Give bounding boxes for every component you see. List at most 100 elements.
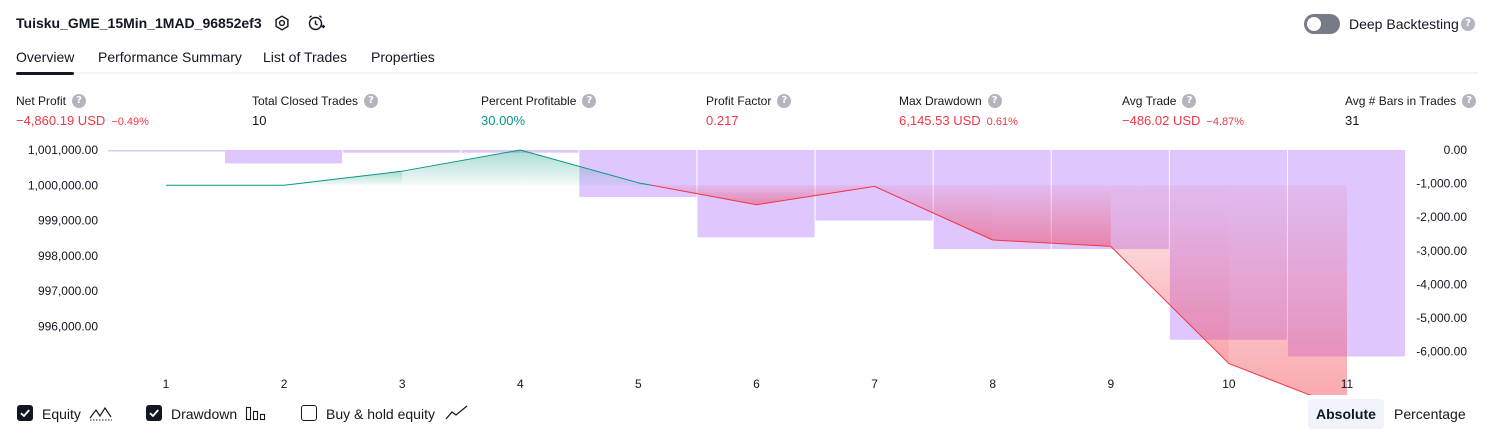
add-alert-icon[interactable] (305, 12, 327, 34)
checkmark-icon (20, 409, 30, 418)
x-axis-tick-label: 9 (1107, 377, 1114, 391)
drawdown-bar[interactable] (815, 150, 933, 221)
equity-line-segment (1228, 363, 1312, 395)
tabs-divider (16, 72, 1478, 74)
strategy-title: Tuisku_GME_15Min_1MAD_96852ef3 (16, 15, 262, 31)
active-tab-indicator (16, 72, 74, 75)
tab-bar: Overview Performance Summary List of Tra… (0, 46, 1494, 76)
metric-percent: −0.49% (111, 116, 149, 128)
right-axis-tick-label: -1,000.00 (1416, 177, 1467, 191)
equity-loss-area (1228, 185, 1347, 395)
metric-profit-factor: Profit Factor? 0.217 (706, 94, 792, 128)
x-axis-tick-label: 8 (989, 377, 996, 391)
equity-area-part (651, 185, 757, 205)
x-axis-tick-label: 11 (1341, 377, 1354, 391)
metric-net-profit: Net Profit? −4,860.19 USD −0.49% (16, 94, 149, 128)
x-axis-tick-label: 3 (399, 377, 406, 391)
metric-percent-profitable: Percent Profitable? 30.00% (481, 94, 597, 128)
metric-value: 31 (1345, 113, 1360, 128)
help-icon[interactable]: ? (1462, 94, 1477, 108)
left-axis-tick-label: 998,000.00 (38, 249, 98, 263)
equity-drawdown-chart[interactable]: 1,001,000.00 1,000,000.00 999,000.00 998,00… (0, 135, 1494, 395)
drawdown-bar[interactable] (343, 150, 461, 153)
equity-line-segment (874, 185, 993, 241)
equity-line-segment (651, 184, 757, 206)
metric-label: Avg # Bars in Trades (1345, 94, 1457, 108)
tab-properties[interactable]: Properties (371, 49, 435, 65)
metric-label: Total Closed Trades (252, 94, 359, 108)
equity-line-segment (756, 185, 875, 206)
percentage-toggle-button[interactable]: Percentage (1394, 406, 1466, 422)
metric-label: Percent Profitable (481, 94, 577, 108)
left-axis-tick-label: 1,000,000.00 (28, 178, 98, 192)
tab-overview[interactable]: Overview (16, 49, 75, 65)
equity-gain-area (520, 150, 639, 186)
help-icon[interactable]: ? (987, 94, 1002, 108)
help-icon[interactable]: ? (777, 94, 792, 108)
equity-line-segment (284, 170, 403, 186)
metric-avg-bars-in-trades: Avg # Bars in Trades? 31 (1345, 94, 1477, 128)
metric-label: Profit Factor (706, 94, 772, 108)
equity-loss-area (1110, 185, 1229, 364)
tab-performance-summary[interactable]: Performance Summary (98, 49, 242, 65)
metric-value: 0.217 (706, 113, 739, 128)
right-axis-tick-label: 0.00 (1444, 143, 1468, 157)
equity-fill (284, 150, 1347, 395)
equity-line-segment (520, 149, 639, 184)
metric-value: −4,860.19 USD (16, 113, 106, 128)
equity-line (166, 149, 1312, 395)
equity-loss-area (992, 185, 1111, 247)
right-axis-tick-label: -5,000.00 (1416, 311, 1467, 325)
metric-label: Avg Trade (1122, 94, 1177, 108)
x-axis-tick-label: 7 (871, 377, 878, 391)
equity-checkbox[interactable] (17, 405, 33, 421)
gear-icon[interactable] (271, 12, 293, 34)
equity-line-segment (402, 149, 521, 172)
metric-value: 6,145.53 USD (899, 113, 981, 128)
left-axis-tick-label: 996,000.00 (38, 320, 98, 334)
metric-percent: 0.61% (986, 116, 1018, 128)
x-axis-tick-label: 5 (635, 377, 642, 391)
metric-value: 30.00% (481, 113, 526, 128)
metric-max-drawdown: Max Drawdown? 6,145.53 USD 0.61% (899, 94, 1018, 128)
left-axis-tick-label: 997,000.00 (38, 284, 98, 298)
x-axis-tick-label: 10 (1222, 377, 1236, 391)
equity-line-segment (992, 239, 1111, 247)
drawdown-bar[interactable] (108, 150, 226, 152)
x-axis-tick-label: 2 (281, 377, 288, 391)
metric-percent: −4.87% (1206, 116, 1245, 128)
deep-backtesting-label: Deep Backtesting (1349, 16, 1459, 32)
drawdown-legend-icon (245, 406, 266, 421)
left-axis: 1,001,000.00 1,000,000.00 999,000.00 998,00… (28, 143, 98, 334)
x-axis: 1 2 3 4 5 6 7 8 9 10 11 (163, 377, 1354, 391)
chart-footer: Equity Drawdown Buy & hold equity Absolu… (0, 398, 1494, 430)
equity-label[interactable]: Equity (42, 406, 81, 422)
equity-line-segment (1110, 246, 1230, 364)
tab-list-of-trades[interactable]: List of Trades (263, 49, 348, 65)
help-icon[interactable]: ? (1461, 17, 1475, 31)
strategy-header: Tuisku_GME_15Min_1MAD_96852ef3 Deep Back… (0, 0, 1494, 48)
help-icon[interactable]: ? (1182, 94, 1197, 108)
equity-legend-icon (89, 406, 112, 421)
right-axis: 0.00 -1,000.00 -2,000.00 -3,000.00 -4,000.00… (1416, 143, 1467, 359)
metric-value: 10 (252, 113, 267, 128)
metric-avg-trade: Avg Trade? −486.02 USD −4.87% (1122, 94, 1244, 128)
absolute-toggle-button[interactable]: Absolute (1308, 399, 1384, 429)
right-axis-tick-label: -4,000.00 (1416, 277, 1467, 291)
metric-value: −486.02 USD (1122, 113, 1201, 128)
toggle-knob (1307, 17, 1321, 31)
deep-backtesting-toggle[interactable] (1304, 14, 1340, 34)
left-axis-tick-label: 1,001,000.00 (28, 143, 98, 157)
drawdown-bar[interactable] (225, 150, 343, 164)
drawdown-label[interactable]: Drawdown (171, 406, 238, 422)
help-icon[interactable]: ? (72, 94, 87, 108)
help-icon[interactable]: ? (582, 94, 597, 108)
buy-hold-label[interactable]: Buy & hold equity (326, 406, 435, 422)
buy-hold-checkbox[interactable] (301, 405, 317, 421)
x-axis-tick-label: 6 (753, 377, 760, 391)
left-axis-tick-label: 999,000.00 (38, 214, 98, 228)
right-axis-tick-label: -3,000.00 (1416, 244, 1467, 258)
equity-gain-area (402, 150, 521, 186)
help-icon[interactable]: ? (364, 94, 379, 108)
drawdown-checkbox[interactable] (146, 405, 162, 421)
